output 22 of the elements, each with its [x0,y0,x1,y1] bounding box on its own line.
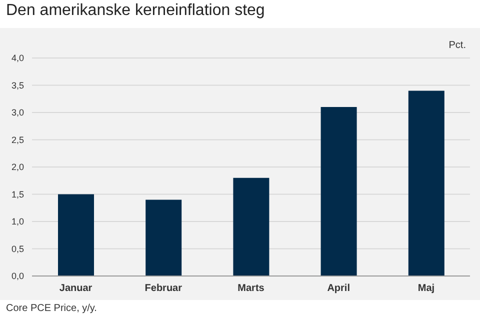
y-tick-label: 3,0 [11,108,24,118]
x-tick-label: Februar [144,283,182,294]
chart-title: Den amerikanske kerneinflation steg [6,2,265,20]
y-tick-label: 1,0 [11,216,24,227]
x-tick-label: April [327,283,350,294]
bar [146,200,182,276]
x-tick-label: Marts [238,283,265,294]
y-tick-label: 2,5 [11,134,24,145]
x-tick-label: Maj [418,283,435,294]
y-tick-label: 2,0 [11,162,24,172]
text: Core PCE Price, y/y. [6,303,97,314]
y-axis-title: Pct. [448,40,466,51]
x-tick-label: Januar [59,283,92,294]
bar [233,178,270,276]
y-tick-label: 0,5 [11,244,24,254]
y-tick-label: 1,5 [11,189,24,200]
y-tick-label: 3,5 [11,80,24,90]
y-tick-label: 4,0 [11,53,24,64]
bar [408,90,444,276]
y-tick-label: 0,0 [11,271,24,282]
bar [58,194,94,276]
bar [320,107,357,276]
